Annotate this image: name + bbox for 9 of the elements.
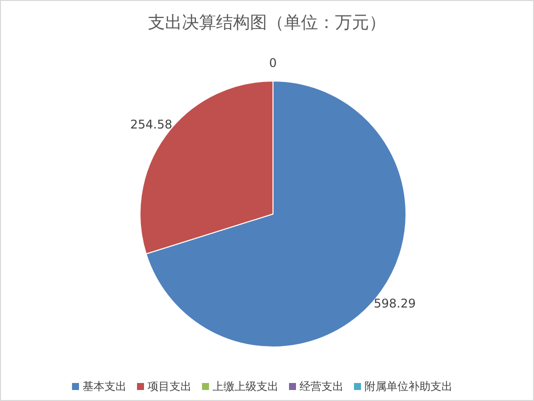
- data-label: 254.58: [130, 118, 172, 132]
- legend-label: 基本支出: [82, 380, 126, 393]
- chart-title: 支出决算结构图（单位：万元）: [147, 12, 387, 35]
- data-label: 598.29: [374, 296, 416, 310]
- legend-label: 项目支出: [148, 380, 192, 393]
- legend-label: 经营支出: [300, 380, 344, 393]
- legend-label: 附属单位补助支出: [364, 380, 452, 393]
- legend-label: 上缴上级支出: [212, 380, 278, 393]
- text: 0: [269, 56, 277, 70]
